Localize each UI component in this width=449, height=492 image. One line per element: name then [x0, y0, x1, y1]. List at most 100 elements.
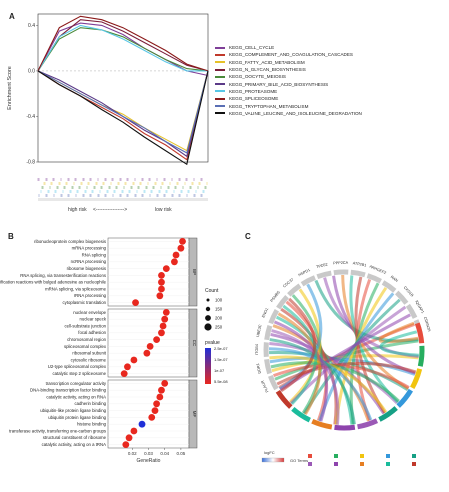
x-tick-label-2: 0.04 [160, 451, 169, 456]
gsea-line-kegg_valine_leucine_and_isoleucine_degradation [37, 70, 209, 166]
chord-link [272, 324, 370, 422]
gsea-line-kegg_n_glycan_biosynthesis [37, 19, 209, 72]
gsea-legend-item: KEGG_SPLICEOSOME [215, 95, 362, 102]
logfc-colorbar [261, 457, 285, 463]
y-axis-label: Enrichment Score [7, 66, 13, 110]
go-term-arc [417, 345, 425, 367]
y-tick-label-2: -0.4 [26, 114, 35, 120]
facet-bp [107, 237, 190, 307]
term-label: ubiquitin protein ligase binding [48, 415, 106, 420]
gsea-line-kegg_primary_bile_acid_biosynthesis [37, 70, 209, 158]
dot-point [124, 363, 131, 371]
legend-label: KEGG_TRYPTOPHAN_METABOLISM [229, 103, 309, 109]
term-label: cell-substrate junction [64, 323, 106, 328]
term-label: mRNA processing [72, 246, 107, 251]
go-legend-swatch [360, 454, 364, 458]
term-label: rRNA processing [74, 293, 107, 298]
dot-point [143, 349, 151, 357]
term-label: focal adhesion [78, 330, 106, 335]
term-label: spliceosomal complex [64, 344, 107, 349]
count-legend-label: 200 [215, 316, 223, 321]
go-dotplot: BP ribonucleoprotein complex biogenesis mR… [0, 237, 228, 464]
go-term-arc [275, 389, 293, 409]
go-term-arc [357, 418, 379, 430]
go-legend-swatch [386, 454, 390, 458]
gene-arc [287, 283, 302, 297]
chord-link [277, 312, 322, 416]
legend-swatch [215, 75, 225, 78]
gsea-legend-item: KEGG_PRIMARY_BILE_ACID_BIOSYNTHESIS [215, 80, 362, 87]
gene-label: ARHGEF2 [369, 264, 387, 275]
gsea-plot-frame [37, 13, 209, 163]
go-legend-swatch [412, 462, 416, 466]
dot-point [158, 272, 165, 279]
legend-swatch [215, 97, 225, 100]
legend-label: KEGG_COMPLEMENT_AND_COAGULATION_CASCADES [229, 52, 353, 58]
gene-arc [366, 273, 382, 284]
gene-label: ENO1 [261, 307, 269, 318]
dot-point [156, 292, 164, 300]
legend-label: KEGG_OOCYTE_MEIOSIS [229, 74, 286, 80]
gene-label: PPP2CA [333, 261, 349, 266]
term-label: cadherin binding [74, 401, 106, 406]
chord-link [289, 288, 322, 404]
dot-point [162, 309, 170, 316]
gene-arc [394, 290, 409, 305]
term-label: nuclear envelope [73, 310, 106, 315]
dot-point [177, 244, 185, 252]
term-label: ribonucleoprotein complex biogenesis [34, 239, 106, 244]
chord-link [268, 347, 373, 421]
term-label: ubiquitin-like protein ligase binding [40, 408, 106, 413]
gene-label: CDC37 [282, 278, 294, 289]
legend-swatch [215, 53, 225, 56]
term-label: transcription coregulator activity [46, 381, 107, 386]
chord-link [273, 363, 410, 389]
term-label: RNA splicing, via transesterification re… [0, 280, 107, 285]
pvalue-legend-label: 2.5e-07 [214, 346, 228, 351]
term-label: cytoplasmic translation [63, 300, 107, 305]
legend-swatch [215, 90, 225, 93]
dot-point [130, 427, 138, 435]
gsea-legend-item: KEGG_CELL_CYCLE [215, 44, 362, 51]
chord-link [270, 361, 400, 403]
gene-label: TPD52 [316, 262, 328, 269]
legend-label: KEGG_SPLICEOSOME [229, 96, 279, 102]
count-legend-dot [204, 323, 212, 331]
dot-point [161, 315, 169, 323]
term-label: chromosomal region [67, 337, 107, 342]
gene-arc [333, 269, 349, 276]
chord-link [291, 294, 323, 414]
dot-point [120, 370, 128, 377]
term-label: RNA splicing, via transesterification re… [20, 273, 106, 278]
term-label: nuclear speck [79, 317, 106, 322]
legend-label: KEGG_CELL_CYCLE [229, 45, 275, 51]
gsea-legend-item: KEGG_N_GLYCAN_BIOSYNTHESIS [215, 66, 362, 73]
pvalue-legend-label: 1e-07 [214, 368, 225, 373]
dot-point [153, 400, 161, 408]
gene-label: HSPD1 [298, 268, 311, 277]
legend-label: KEGG_VALINE_LEUCINE_AND_ISOLEUCINE_DEGRA… [229, 110, 362, 116]
x-axis-label: GeneRatio [137, 458, 161, 464]
x-tick-label-3: 0.05 [177, 451, 186, 456]
dot-point [159, 322, 167, 330]
term-label: cytosolic ribosome [71, 357, 107, 362]
go-legend-swatch [308, 462, 312, 466]
chord-link [282, 304, 318, 405]
chord-link [285, 300, 328, 421]
dot-point [172, 251, 180, 259]
term-label: U2-type spliceosomal complex [48, 364, 107, 369]
gene-arc [268, 375, 279, 391]
count-legend-label: 250 [215, 325, 223, 330]
facet-label-cc: CC [192, 340, 197, 347]
go-term-arc [291, 406, 311, 423]
gsea-legend-item: KEGG_PROTEASOME [215, 88, 362, 95]
gsea-legend-item: KEGG_FATTY_ACID_METABOLISM [215, 59, 362, 66]
rank-left-label: high risk [68, 207, 87, 213]
term-label: DNA-binding transcription factor binding [30, 388, 107, 393]
term-label: mRNA splicing, via spliceosome [45, 286, 107, 291]
count-legend-title: Count [205, 288, 219, 294]
gene-arc [381, 280, 397, 293]
gsea-legend-item: KEGG_OOCYTE_MEIOSIS [215, 73, 362, 80]
count-legend-dot [205, 315, 211, 321]
